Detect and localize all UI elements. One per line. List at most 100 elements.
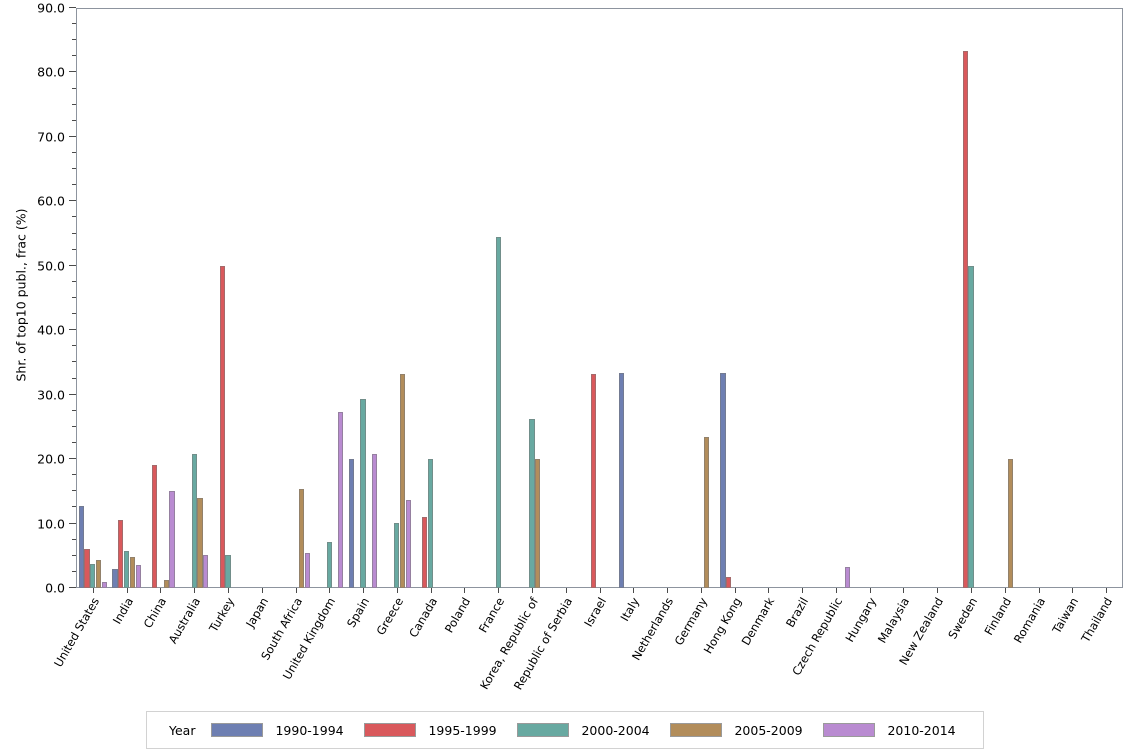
- x-tick-mark: [160, 588, 162, 593]
- legend-label: 1990-1994: [275, 722, 344, 738]
- x-axis-tick-label: Poland: [442, 595, 474, 636]
- y-tick-minor: [72, 152, 76, 153]
- legend-color-swatch: [517, 723, 570, 737]
- bar: [422, 517, 428, 588]
- legend-entry[interactable]: 2010-2014: [823, 723, 976, 738]
- bar: [219, 266, 225, 588]
- legend-label: 2000-2004: [581, 722, 650, 738]
- y-tick-label: 30.0: [37, 387, 65, 403]
- y-tick-minor: [72, 570, 76, 572]
- y-tick-minor: [72, 23, 76, 25]
- x-tick-mark: [329, 588, 331, 593]
- legend-entry[interactable]: 1995-1999: [364, 723, 517, 738]
- x-tick-mark: [194, 588, 196, 593]
- x-tick-mark: [1106, 588, 1108, 593]
- legend-entry[interactable]: 2000-2004: [517, 723, 670, 738]
- x-tick-mark: [835, 588, 837, 593]
- x-tick-mark: [227, 588, 229, 593]
- bar: [535, 459, 541, 588]
- bar: [726, 577, 732, 588]
- bar: [428, 459, 434, 588]
- bar: [400, 374, 406, 588]
- x-tick-mark: [126, 588, 128, 593]
- bar: [84, 548, 90, 588]
- x-axis-tick-label: Italy: [617, 595, 643, 624]
- bar: [372, 453, 378, 588]
- x-tick-mark: [700, 588, 702, 593]
- y-tick-minor: [72, 232, 76, 234]
- y-tick-minor: [72, 425, 76, 427]
- y-tick-major: [69, 393, 76, 395]
- x-axis-tick-label: India: [109, 595, 136, 627]
- y-tick-major: [69, 587, 76, 588]
- y-tick-minor: [72, 474, 76, 476]
- x-tick-mark: [565, 588, 567, 593]
- x-axis-tick-label: Denmark: [738, 595, 778, 648]
- bar: [101, 582, 108, 588]
- x-tick-mark: [903, 588, 905, 593]
- x-axis-tick-label: Australia: [165, 595, 204, 647]
- y-tick-label: 90.0: [37, 0, 65, 16]
- bar: [163, 580, 169, 588]
- y-tick-minor: [72, 39, 76, 41]
- y-tick-major: [69, 135, 76, 137]
- bar: [96, 560, 102, 588]
- bar: [118, 520, 124, 588]
- legend-entry[interactable]: 1990-1994: [211, 723, 364, 738]
- bar: [591, 374, 597, 588]
- x-axis-labels: United States India China Australia Turkey Ja…: [51, 589, 1123, 699]
- y-tick-minor: [72, 506, 76, 508]
- bar: [704, 436, 710, 588]
- bar: [129, 557, 136, 588]
- y-tick-label: 40.0: [37, 322, 65, 338]
- x-axis-tick-label: France: [476, 595, 508, 636]
- bar: [619, 373, 625, 588]
- legend-color-swatch: [211, 723, 264, 737]
- bar: [225, 554, 231, 588]
- y-tick-label: 70.0: [37, 129, 65, 145]
- y-tick-major: [69, 71, 76, 73]
- y-tick-major: [69, 458, 76, 460]
- y-tick-major: [69, 522, 76, 524]
- bar: [348, 459, 355, 588]
- y-tick-minor: [72, 184, 76, 186]
- y-tick-minor: [72, 377, 76, 379]
- y-tick-minor: [72, 216, 76, 218]
- bar: [78, 505, 84, 588]
- legend-color-swatch: [823, 723, 876, 737]
- x-axis-tick-label: Thailand: [1078, 595, 1116, 645]
- legend-color-swatch: [670, 723, 723, 737]
- bar: [152, 464, 158, 588]
- y-axis-label-container: Shr. of top10 publ., frac (%): [10, 0, 32, 590]
- bar: [326, 541, 332, 588]
- x-tick-mark: [498, 588, 500, 593]
- legend-entries: 1990-1994 1995-1999 2000-2004 2005-2009 2010…: [211, 723, 976, 738]
- legend-inner: Year 1990-1994 1995-1999 2000-2004 2005-200…: [147, 712, 983, 748]
- plot-border-right: [1122, 8, 1123, 588]
- x-tick-mark: [92, 588, 94, 593]
- y-tick-major: [69, 329, 76, 331]
- x-tick-mark: [1004, 588, 1006, 593]
- legend-entry[interactable]: 2005-2009: [670, 723, 823, 738]
- bar: [338, 412, 344, 588]
- y-axis-label: Shr. of top10 publ., frac (%): [13, 208, 29, 382]
- y-tick-minor: [72, 87, 76, 89]
- y-tick-minor: [72, 313, 76, 315]
- x-tick-mark: [734, 588, 736, 593]
- x-tick-mark: [768, 588, 770, 593]
- bar: [405, 500, 412, 588]
- bar: [169, 490, 175, 588]
- legend-label: 1995-1999: [428, 722, 497, 738]
- x-axis-tick-label: Taiwan: [1049, 595, 1082, 636]
- bar: [90, 563, 96, 588]
- y-tick-label: 10.0: [37, 516, 65, 532]
- x-tick-mark: [396, 588, 398, 593]
- bar: [203, 554, 209, 588]
- plot-border-bottom: [76, 586, 1123, 588]
- x-axis-tick-label: Japan: [242, 595, 271, 630]
- x-tick-mark: [1072, 588, 1074, 593]
- x-axis-tick-label: Malaysia: [875, 595, 913, 646]
- x-tick-mark: [531, 588, 533, 593]
- x-axis-tick-label: Canada: [405, 595, 440, 640]
- y-tick-minor: [72, 280, 76, 282]
